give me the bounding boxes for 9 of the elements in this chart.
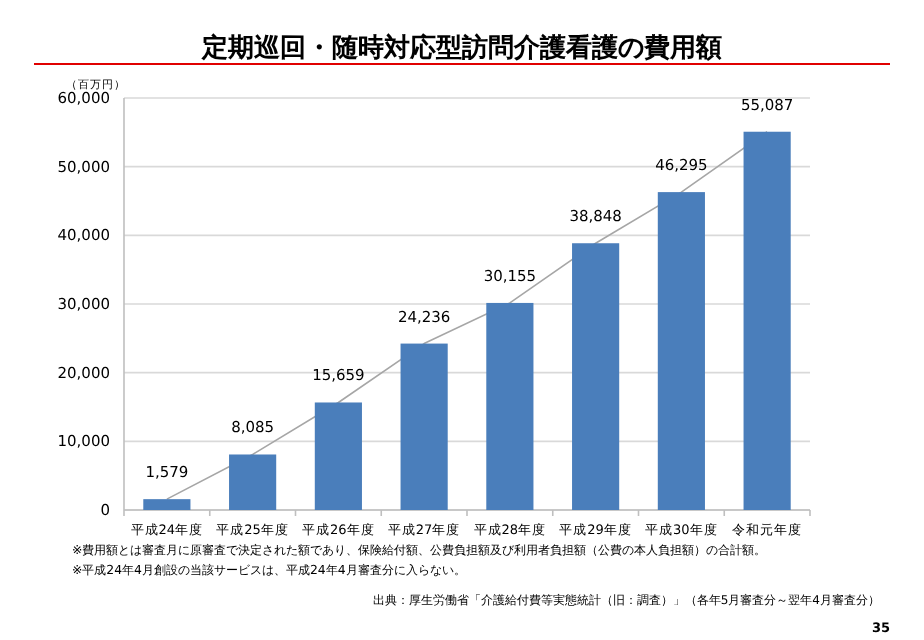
bar — [572, 243, 620, 510]
bar — [143, 499, 191, 510]
chart-title: 定期巡回・随時対応型訪問介護看護の費用額 — [200, 32, 722, 64]
bar — [743, 131, 791, 510]
bar — [486, 302, 534, 510]
bar — [657, 192, 705, 510]
bar — [400, 343, 448, 510]
bar — [229, 454, 277, 510]
bar — [314, 402, 362, 510]
